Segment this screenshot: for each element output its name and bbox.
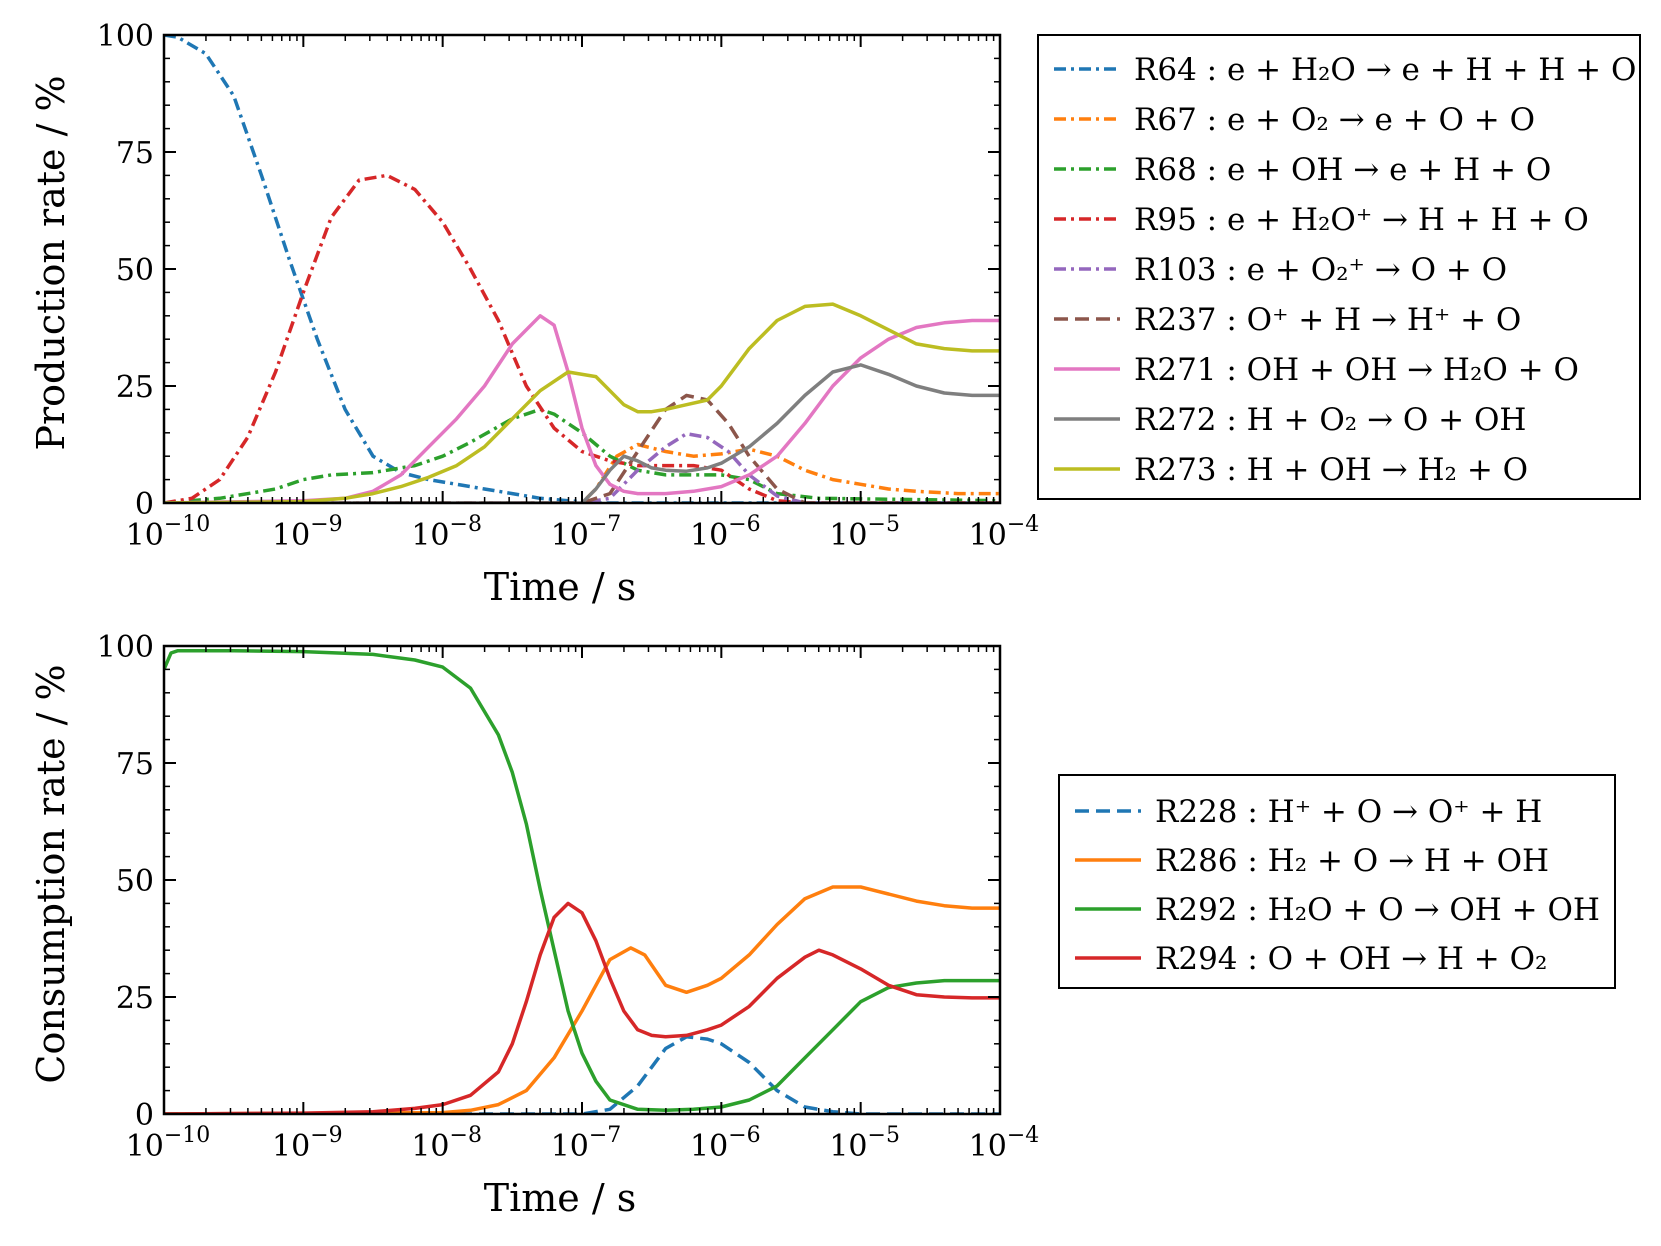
series-line-r292: [164, 648, 1000, 1113]
series-line-r103: [164, 431, 1000, 503]
series-line-r271: [164, 314, 1000, 503]
plot-frame: [162, 644, 1002, 1116]
legend: R64 : e + H₂O → e + H + H + O R67 : e + O…: [1037, 34, 1641, 500]
x-tick-label: 10−9: [272, 1123, 343, 1164]
legend-label-r237: R237 : O⁺ + H → H⁺ + O: [1134, 302, 1521, 338]
legend-label-r294: R294 : O + OH → H + O₂: [1155, 941, 1547, 977]
series-line-r228: [164, 1035, 1000, 1114]
y-tick-label: 0: [135, 1098, 154, 1133]
y-tick-label: 100: [97, 630, 154, 665]
x-tick-label: 10−10: [126, 1123, 211, 1164]
legend-label-r228: R228 : H⁺ + O → O⁺ + H: [1155, 794, 1542, 830]
x-tick-label: 10−6: [690, 1123, 761, 1164]
y-tick-label: 25: [116, 981, 154, 1016]
legend-label-r271: R271 : OH + OH → H₂O + O: [1134, 352, 1579, 388]
y-axis-title: Production rate / %: [29, 75, 73, 450]
y-tick-label: 75: [116, 136, 154, 171]
x-tick-label: 10−5: [829, 1123, 900, 1164]
x-tick-label: 10−10: [126, 512, 211, 553]
x-tick-label: 10−8: [411, 512, 482, 553]
y-tick-label: 0: [135, 487, 154, 522]
legend-label-r273: R273 : H + OH → H₂ + O: [1134, 452, 1528, 488]
x-tick-label: 10−6: [690, 512, 761, 553]
x-axis-title: Time / s: [484, 565, 636, 609]
series-group: [164, 35, 1000, 503]
series-line-r273: [164, 302, 1000, 503]
y-axis-title: Consumption rate / %: [29, 664, 73, 1083]
x-tick-label: 10−5: [829, 512, 900, 553]
y-tick-label: 100: [97, 19, 154, 54]
consumption-rate-chart: 10−10 10−9 10−8 10−7 10−6 10−5 10−4 0 25 50 75 100 T…: [29, 630, 1616, 1220]
y-tick-label: 25: [116, 370, 154, 405]
legend-label-r286: R286 : H₂ + O → H + OH: [1155, 843, 1549, 879]
x-tick-label: 10−4: [969, 512, 1040, 553]
series-group: [164, 648, 1000, 1114]
x-tick-label: 10−4: [969, 1123, 1040, 1164]
legend-label-r68: R68 : e + OH → e + H + O: [1134, 152, 1551, 188]
series-line-r68: [164, 407, 1000, 503]
series-line-r64: [164, 35, 1000, 503]
series-line-r294: [164, 901, 1000, 1114]
legend-label-r272: R272 : H + O₂ → O + OH: [1134, 402, 1526, 438]
production-rate-chart: 10−10 10−9 10−8 10−7 10−6 10−5 10−4 0 25 50 75 100 T…: [29, 19, 1641, 609]
legend-box: [1058, 774, 1616, 989]
series-line-r67: [164, 442, 1000, 503]
legend-label-r292: R292 : H₂O + O → OH + OH: [1155, 892, 1600, 928]
x-tick-label: 10−9: [272, 512, 343, 553]
legend-label-r67: R67 : e + O₂ → e + O + O: [1134, 102, 1535, 138]
x-tick-label: 10−7: [551, 512, 622, 553]
y-tick-label: 50: [116, 253, 154, 288]
x-tick-label: 10−7: [551, 1123, 622, 1164]
series-line-r237: [164, 393, 1000, 503]
legend-label-r103: R103 : e + O₂⁺ → O + O: [1134, 252, 1507, 288]
legend-label-r64: R64 : e + H₂O → e + H + H + O: [1134, 52, 1636, 88]
legend-box: [1037, 34, 1641, 500]
x-axis-title: Time / s: [484, 1176, 636, 1220]
series-line-r286: [164, 885, 1000, 1114]
y-tick-label: 75: [116, 747, 154, 782]
legend: R228 : H⁺ + O → O⁺ + H R286 : H₂ + O → H …: [1058, 774, 1616, 989]
y-tick-label: 50: [116, 864, 154, 899]
series-line-r95: [164, 173, 1000, 503]
legend-label-r95: R95 : e + H₂O⁺ → H + H + O: [1134, 202, 1589, 238]
x-tick-label: 10−8: [411, 1123, 482, 1164]
series-line-r272: [164, 363, 1000, 503]
